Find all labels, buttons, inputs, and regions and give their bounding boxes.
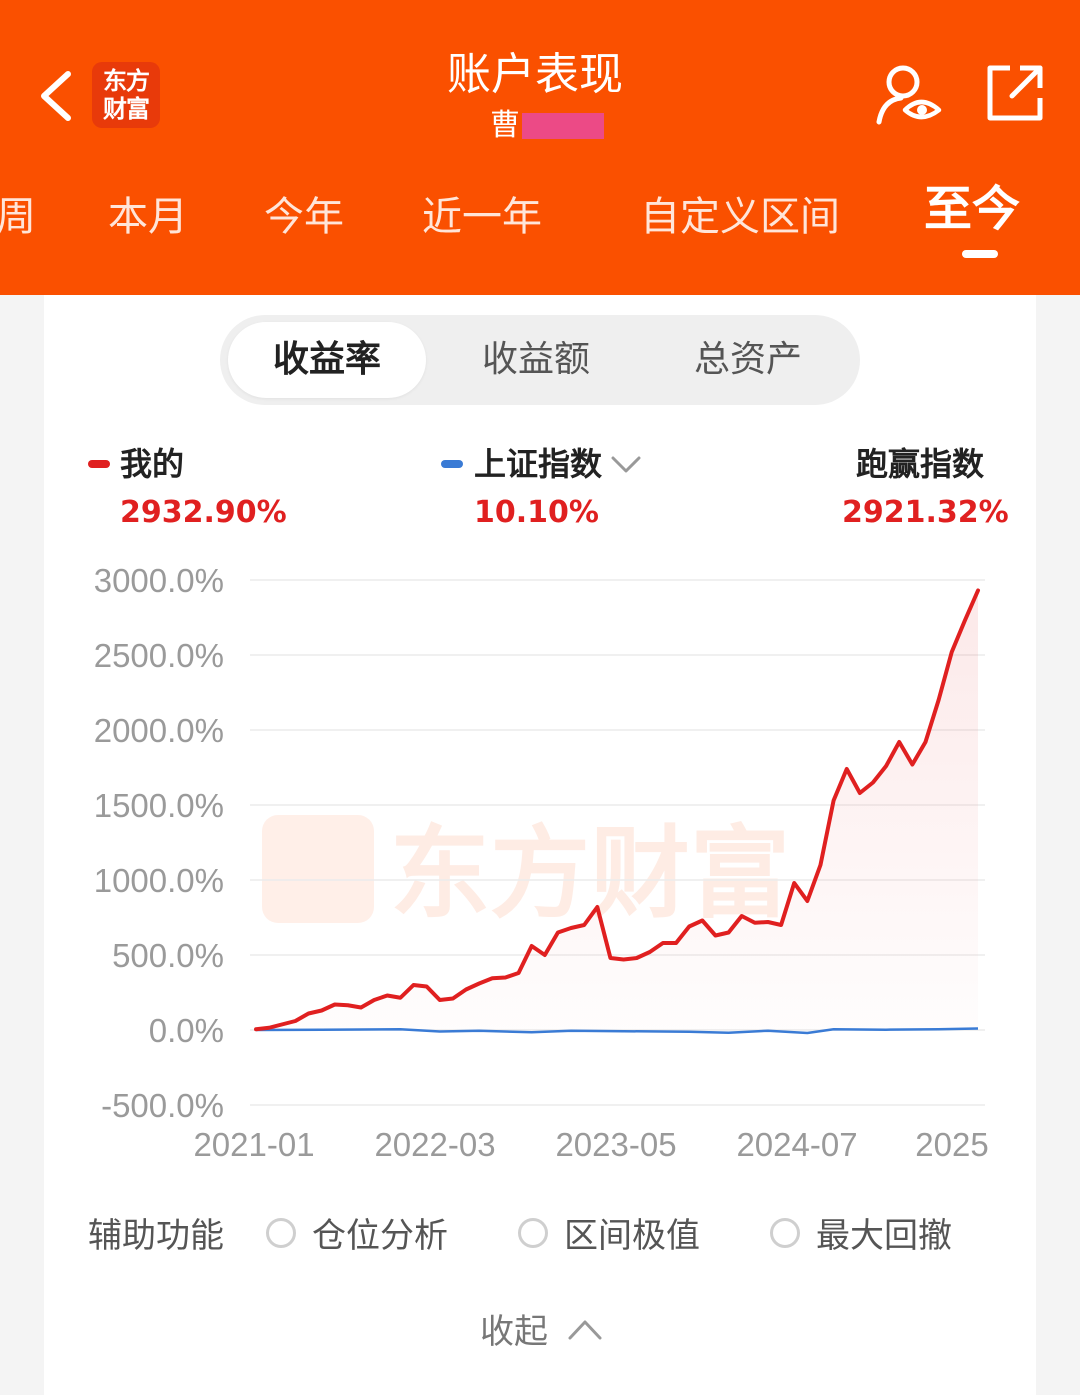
logo-line-2: 财富 (103, 95, 150, 123)
account-name: 曹 (490, 106, 604, 146)
logo-line-1: 东方 (103, 67, 150, 95)
x-tick-label: 2024-07 (736, 1126, 857, 1163)
x-tick-label: 2022-03 (374, 1126, 495, 1163)
segment-total-assets[interactable]: 总资产 (693, 339, 802, 380)
y-tick-label: 2500.0% (94, 637, 224, 674)
header: 东方 财富 账户表现 曹 周 本月 今年 近一年 自定义区间 至今 (0, 0, 1080, 295)
x-tick-label: 2025 (915, 1126, 988, 1163)
watermark-logo-mark (262, 815, 374, 923)
segment-return-rate[interactable]: 收益率 (228, 322, 426, 398)
back-icon[interactable] (34, 66, 84, 126)
tab-custom-range[interactable]: 自定义区间 (640, 194, 840, 240)
tab-since-inception[interactable]: 至今 (924, 181, 1021, 237)
range-extremes-label[interactable]: 区间极值 (564, 1216, 700, 1256)
share-icon[interactable] (984, 62, 1046, 124)
aux-functions-label: 辅助功能 (88, 1216, 224, 1256)
redaction-mark (522, 113, 604, 139)
index-series-line (255, 1027, 979, 1035)
position-analysis-label[interactable]: 仓位分析 (312, 1216, 448, 1256)
y-tick-label: 0.0% (149, 1012, 224, 1049)
tab-week[interactable]: 周 (0, 194, 36, 240)
mine-return-value: 2932.90% (120, 495, 287, 530)
beat-index-label: 跑赢指数 (856, 445, 985, 483)
tab-this-year[interactable]: 今年 (264, 194, 344, 240)
y-tick-label: 2000.0% (94, 712, 224, 749)
beat-index-value: 2921.32% (842, 495, 1009, 530)
watermark-text: 东方财富 (390, 815, 790, 932)
tab-last-year[interactable]: 近一年 (422, 194, 542, 240)
y-tick-label: -500.0% (101, 1087, 224, 1124)
max-drawdown-label[interactable]: 最大回撤 (816, 1216, 952, 1256)
radio-range-extremes[interactable] (518, 1218, 548, 1248)
index-selector[interactable]: 上证指数 (474, 445, 603, 483)
watermark-logo (262, 815, 374, 923)
mine-legend-label: 我的 (120, 445, 185, 483)
collapse-button[interactable]: 收起 (480, 1312, 548, 1352)
page-title: 账户表现 (447, 49, 623, 100)
mine-area-fill (256, 590, 978, 1030)
y-tick-label: 3000.0% (94, 562, 224, 599)
segment-return-amount[interactable]: 收益额 (481, 339, 590, 380)
y-tick-label: 1000.0% (94, 862, 224, 899)
watch-user-icon[interactable] (875, 62, 943, 126)
account-name-prefix: 曹 (490, 108, 520, 143)
radio-position-analysis[interactable] (266, 1218, 296, 1248)
radio-max-drawdown[interactable] (770, 1218, 800, 1248)
x-tick-label: 2021-01 (193, 1126, 314, 1163)
mine-legend-swatch (88, 460, 110, 468)
app-logo: 东方 财富 (92, 62, 160, 128)
chevron-down-icon[interactable] (610, 454, 642, 476)
mine-series-line (254, 588, 980, 1032)
y-tick-label: 500.0% (112, 937, 224, 974)
x-tick-label: 2023-05 (555, 1126, 676, 1163)
metric-segmented-control: 收益率 收益额 总资产 (220, 315, 860, 405)
index-return-value: 10.10% (474, 495, 599, 530)
tab-this-month[interactable]: 本月 (108, 194, 188, 240)
y-tick-label: 1500.0% (94, 787, 224, 824)
period-tabs: 周 本月 今年 近一年 自定义区间 至今 (0, 180, 1080, 260)
index-legend-swatch (441, 460, 463, 468)
chevron-up-icon[interactable] (566, 1314, 604, 1344)
active-tab-indicator (962, 250, 998, 258)
